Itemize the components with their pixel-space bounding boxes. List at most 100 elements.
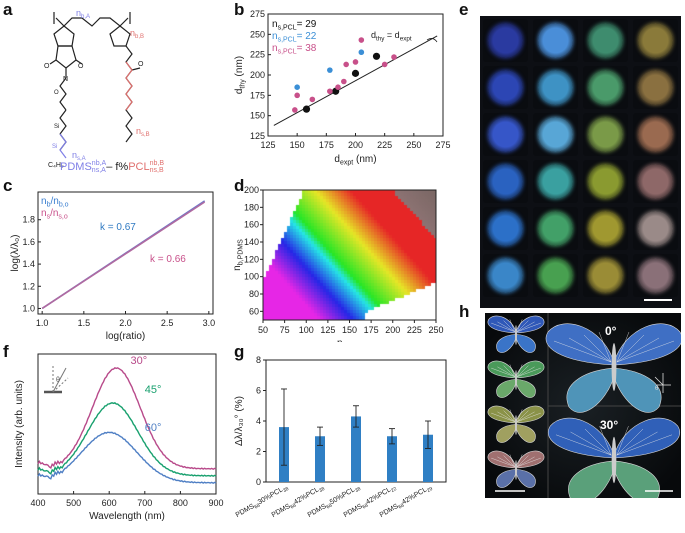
sample-disk-e [588, 164, 623, 199]
sample-disk-e [588, 117, 623, 152]
wing-vein [616, 431, 658, 456]
butterfly-wing [515, 450, 545, 488]
wing-vein [583, 334, 612, 363]
wing-vein [555, 434, 612, 456]
formula-mid: – f% [106, 160, 129, 173]
wing-vein [503, 320, 515, 332]
butterfly-wing [487, 450, 517, 488]
bar-g [423, 434, 433, 482]
inset-theta-h: θ [655, 386, 659, 392]
y-axis-label-f: Intensity (arb. units) [14, 380, 25, 468]
data-point-b [391, 54, 397, 60]
butterfly-body [515, 415, 517, 435]
angle-label-f: 60° [145, 422, 162, 434]
chart-g-bars: 02468PDMS6830%PCL38PDMS6842%PCL38PDMS685… [234, 355, 447, 519]
c4h9-label: C₄H₉ [48, 162, 64, 169]
y-tick-label-d: 140 [244, 237, 259, 247]
photo-tile-e [633, 19, 678, 62]
legend-entry-b: ns,PCL= 38 [272, 43, 317, 56]
x-tick-label-b: 175 [319, 140, 334, 150]
wing-vein [497, 456, 515, 467]
scale-bar-e [644, 299, 672, 301]
x-tick-label-f: 400 [30, 498, 45, 508]
wing-vein [491, 367, 515, 377]
y-tick-label-b: 225 [250, 50, 265, 60]
data-point-b [351, 69, 360, 77]
hindwing [613, 367, 662, 413]
data-point-b [294, 84, 300, 90]
data-point-b [341, 78, 347, 85]
wing-vein [517, 367, 541, 377]
photo-tile-e [533, 207, 578, 250]
sample-disk-e [588, 211, 623, 246]
wing-vein [503, 455, 515, 467]
hindwing [496, 423, 517, 443]
angle-label-f: 45° [145, 384, 162, 396]
svg-text:Si: Si [54, 124, 59, 130]
x-tick-label-b: 225 [377, 140, 392, 150]
photo-tile-e [483, 113, 528, 156]
wing-vein [599, 426, 612, 456]
y-tick-label-b: 175 [250, 90, 265, 100]
y-tick-label-g: 0 [256, 477, 261, 487]
y-axis-label-d: nb,PDMS [232, 239, 245, 271]
series-line-c [41, 201, 206, 310]
wing-vein [497, 411, 515, 422]
panel-e-photo-grid [480, 16, 681, 308]
nb-a-label: nb,A [76, 8, 90, 20]
ray-f [52, 377, 69, 393]
chart-d-axes: 50 75 100 125 150 175 200 225 250 60 80 100 120 140 16… [232, 185, 444, 342]
y-tick-label-d: 100 [244, 272, 259, 282]
hindwing [515, 468, 536, 488]
inset-theta-f: θ [56, 377, 60, 384]
panel-label-e: e [459, 0, 469, 19]
y-tick-label-b: 275 [250, 9, 265, 19]
sample-disk-e [538, 164, 573, 199]
y-tick-label-g: 6 [256, 386, 261, 396]
plot-frame-d [262, 189, 437, 321]
data-point-b [327, 88, 333, 95]
sample-disk-e [488, 211, 523, 246]
butterfly-wing [515, 315, 545, 353]
photo-tile-e [483, 19, 528, 62]
wing-vein [598, 331, 612, 363]
sample-disk-e [538, 258, 573, 293]
sample-disk-e [488, 258, 523, 293]
panel-label-b: b [234, 0, 245, 19]
photo-tile-e [633, 160, 678, 203]
photo-tile-e [583, 254, 628, 297]
svg-text:O: O [138, 61, 144, 68]
photo-tile-e [583, 207, 628, 250]
panel-label-c: c [3, 176, 13, 195]
y-tick-label-g: 4 [256, 416, 261, 426]
photo-tile-e [583, 19, 628, 62]
wing-vein [517, 411, 535, 422]
y-tick-label-c: 1.0 [22, 303, 35, 313]
svg-text:O: O [78, 63, 84, 70]
butterfly-wing [515, 405, 545, 443]
photo-tile-e [583, 113, 628, 156]
wing-vein [553, 340, 612, 363]
x-tick-label-f: 800 [173, 498, 188, 508]
photo-tile-e [533, 254, 578, 297]
photo-tile-e [533, 19, 578, 62]
wing-vein [616, 428, 644, 456]
y-tick-label-d: 160 [244, 220, 259, 230]
x-tick-label-d: 125 [320, 325, 335, 335]
bar-g [315, 436, 325, 482]
legend-entry-b: ns,PCL= 29 [272, 19, 317, 32]
butterfly-body [611, 343, 617, 391]
fit-line-label-b: dthy = dexpt [371, 30, 412, 42]
y-tick-label-b: 150 [250, 111, 265, 121]
sample-disk-e [588, 70, 623, 105]
y-axis-label-b: dthy (nm) [234, 56, 247, 94]
wing-vein [584, 428, 612, 456]
x-tick-label-d: 75 [280, 325, 290, 335]
x-axis-label-c: log(ratio) [106, 331, 145, 342]
panel-a-structure: O O N O O Si Si C₄H₉ nb,A nb,B ns,A ns,B [44, 8, 150, 169]
panel-h-photo: 0° 30° θ [485, 313, 683, 505]
angle-label-30: 30° [600, 418, 618, 432]
y-axis-label-g: Δλ/λ₃₀° (%) [234, 396, 245, 446]
y-tick-label-b: 200 [250, 70, 265, 80]
wing-vein [616, 340, 675, 363]
